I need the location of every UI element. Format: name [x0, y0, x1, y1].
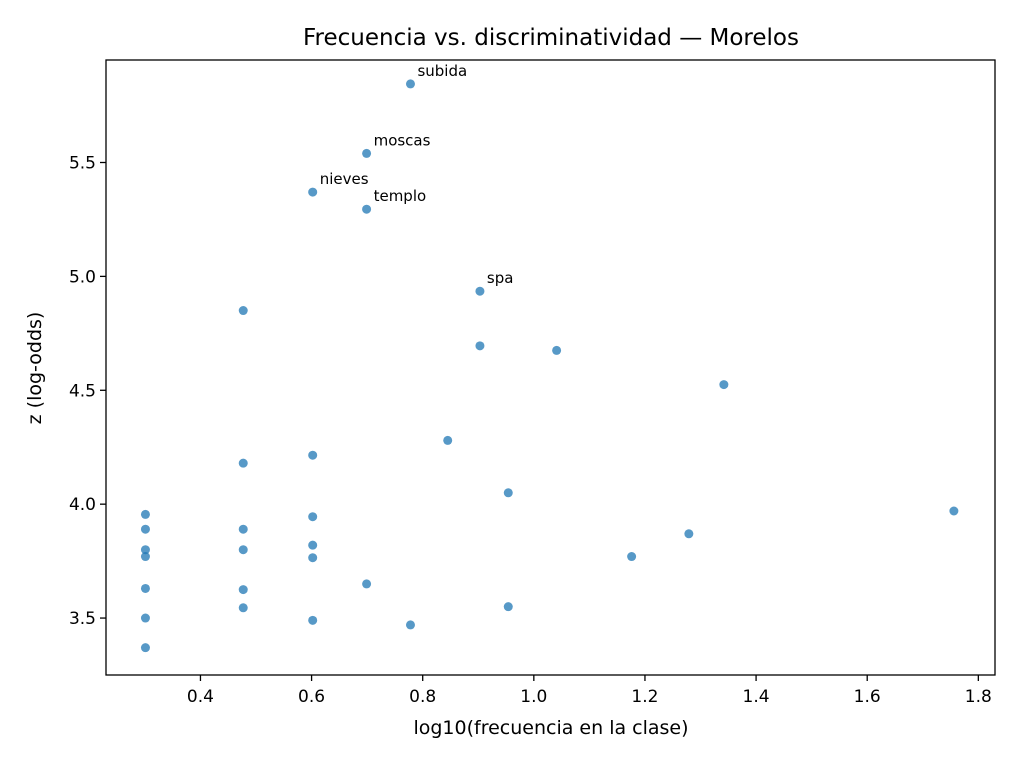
y-tick-label: 4.5	[69, 381, 96, 401]
data-point	[949, 506, 959, 516]
x-tick-label: 1.4	[743, 687, 770, 707]
point-annotation: moscas	[374, 131, 431, 149]
data-point	[475, 286, 485, 296]
data-point	[719, 380, 729, 390]
data-point	[238, 545, 248, 555]
data-point	[552, 345, 562, 355]
y-tick-label: 5.0	[69, 267, 96, 287]
x-axis: 0.4 0.6 0.8 1.0 1.2 1.4 1.6 1.8	[187, 675, 992, 707]
chart-title: Frecuencia vs. discriminatividad — Morel…	[303, 25, 799, 51]
data-point	[238, 585, 248, 595]
data-point	[627, 552, 637, 562]
y-axis: 3.5 4.0 4.5 5.0 5.5	[69, 154, 106, 629]
data-point	[140, 643, 150, 653]
data-point	[308, 187, 318, 197]
data-point	[405, 79, 415, 89]
y-tick-label: 5.5	[69, 154, 96, 174]
data-point	[140, 613, 150, 623]
x-axis-label: log10(frecuencia en la clase)	[413, 717, 688, 739]
data-point	[140, 552, 150, 562]
x-tick-label: 1.0	[520, 687, 547, 707]
x-tick-label: 1.2	[631, 687, 658, 707]
data-point	[308, 540, 318, 550]
data-point	[140, 509, 150, 519]
point-annotation: templo	[374, 187, 427, 205]
data-point	[238, 603, 248, 613]
data-point	[503, 488, 513, 498]
y-tick-label: 4.0	[69, 495, 96, 515]
data-point	[475, 341, 485, 351]
data-point	[362, 579, 372, 589]
data-point	[684, 529, 694, 539]
data-point	[405, 620, 415, 630]
data-point	[238, 458, 248, 468]
x-tick-label: 1.6	[854, 687, 881, 707]
data-point	[140, 583, 150, 593]
y-axis-label: z (log-odds)	[24, 312, 46, 425]
data-point	[140, 545, 150, 555]
data-point	[308, 553, 318, 563]
x-tick-label: 1.8	[965, 687, 992, 707]
point-annotation: spa	[487, 269, 514, 287]
point-annotation: subida	[417, 62, 467, 80]
x-tick-label: 0.8	[409, 687, 436, 707]
x-tick-label: 0.4	[187, 687, 214, 707]
x-tick-label: 0.6	[298, 687, 325, 707]
data-point	[238, 306, 248, 316]
point-annotations: subida moscas nieves templo spa	[320, 62, 514, 287]
data-point	[443, 435, 453, 445]
data-point	[238, 524, 248, 534]
data-point	[503, 602, 513, 612]
data-point	[362, 204, 372, 214]
data-point	[308, 512, 318, 522]
data-point	[140, 524, 150, 534]
point-annotation: nieves	[320, 170, 369, 188]
data-point	[308, 615, 318, 625]
data-point	[362, 148, 372, 158]
data-point	[308, 450, 318, 460]
y-tick-label: 3.5	[69, 609, 96, 629]
plot-frame	[105, 59, 996, 676]
data-points	[140, 79, 959, 653]
